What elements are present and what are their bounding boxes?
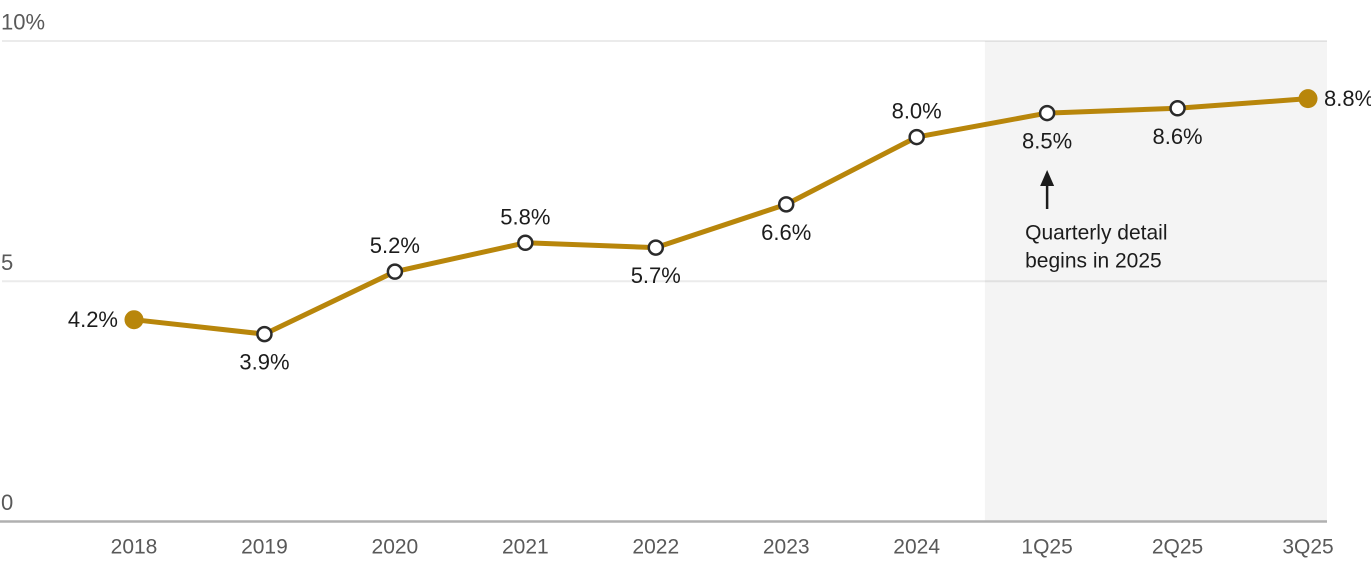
point-marker-2022 [647, 239, 665, 256]
point-marker-2019 [256, 325, 273, 343]
x-tick-2021: 2021 [502, 536, 549, 559]
x-tick-2020: 2020 [372, 536, 419, 559]
point-label-2021: 5.8% [500, 204, 550, 229]
annotation-line-1: Quarterly detail [1025, 222, 1167, 245]
x-tick-2024: 2024 [893, 536, 940, 559]
point-label-2Q25: 8.6% [1152, 124, 1202, 149]
point-label-2018: 4.2% [68, 307, 118, 332]
annotation-line-2: begins in 2025 [1025, 250, 1162, 273]
trend-line [131, 96, 1311, 337]
point-label-2023: 6.6% [761, 220, 811, 245]
point-marker-1Q25 [1038, 104, 1056, 122]
point-marker-2021 [517, 234, 534, 252]
point-marker-2Q25 [1169, 100, 1186, 117]
y-tick-0: 0 [1, 490, 13, 515]
x-tick-2022: 2022 [632, 536, 679, 559]
quarterly-shaded-region [984, 41, 1327, 521]
y-tick-5: 5 [1, 250, 13, 275]
point-marker-2024 [908, 128, 925, 146]
x-tick-2018: 2018 [111, 536, 158, 559]
x-tick-1Q25: 1Q25 [1021, 536, 1072, 559]
point-label-2019: 3.9% [239, 350, 289, 375]
point-label-2022: 5.7% [631, 263, 681, 288]
point-label-1Q25: 8.5% [1022, 129, 1072, 154]
point-marker-2020 [386, 263, 404, 280]
point-label-3Q25: 8.8% [1324, 86, 1371, 111]
x-tick-3Q25: 3Q25 [1282, 536, 1333, 559]
point-label-2020: 5.2% [370, 233, 420, 258]
x-tick-2019: 2019 [241, 536, 288, 559]
point-label-2024: 8.0% [892, 99, 942, 124]
y-tick-10%: 10% [1, 10, 45, 35]
point-marker-2023 [777, 196, 795, 213]
point-marker-2018 [124, 310, 144, 330]
point-marker-3Q25 [1298, 89, 1318, 109]
x-tick-2023: 2023 [763, 536, 810, 559]
annotation-up-arrow-icon [1040, 170, 1055, 186]
x-tick-2Q25: 2Q25 [1152, 536, 1203, 559]
